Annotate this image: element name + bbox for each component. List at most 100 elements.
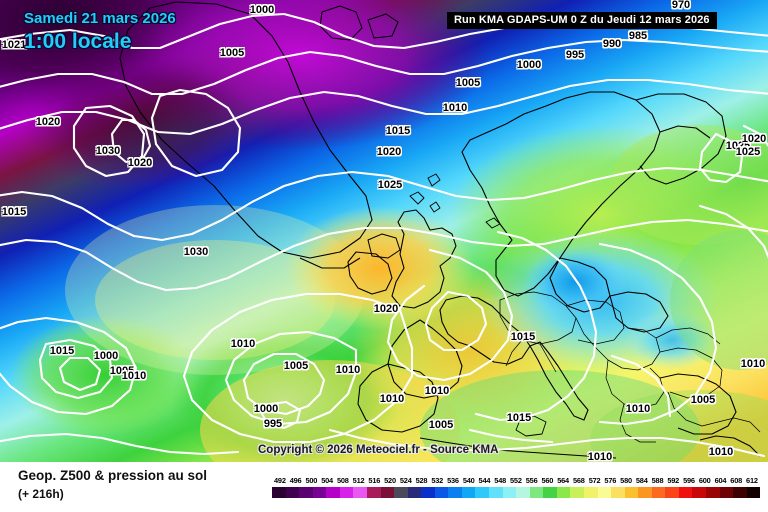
color-scale-tick: 532 <box>431 476 444 485</box>
map-svg <box>0 0 768 462</box>
color-scale-tick: 520 <box>384 476 396 485</box>
isobar-label: 1025 <box>735 146 761 158</box>
color-scale-swatch <box>651 487 666 498</box>
isobar-label: 1005 <box>455 77 481 89</box>
isobar-label: 1015 <box>510 331 536 343</box>
field-caption: Geop. Z500 & pression au sol <box>18 468 208 483</box>
color-scale-swatch <box>733 487 747 498</box>
color-scale-swatch <box>665 487 679 498</box>
color-scale-tick: 612 <box>746 476 758 485</box>
color-scale-swatch <box>719 487 734 498</box>
isobar-label: 1010 <box>121 370 147 382</box>
isobar-label: 1010 <box>424 385 450 397</box>
color-scale-swatch <box>272 487 286 498</box>
color-scale-swatch <box>583 487 598 498</box>
isobar-label: 1010 <box>708 446 734 458</box>
color-scale-tick: 492 <box>274 476 286 485</box>
color-scale-tick: 548 <box>494 476 507 485</box>
color-scale-tick: 524 <box>399 476 412 485</box>
isobar-label: 1025 <box>377 179 403 191</box>
isobar-label: 1020 <box>741 133 767 145</box>
color-scale-swatch <box>692 487 706 498</box>
isobar-label: 1010 <box>335 364 361 376</box>
color-scale-tick: 504 <box>321 476 333 485</box>
color-scale-tick: 500 <box>305 476 318 485</box>
isobar-label: 1021 <box>1 39 27 51</box>
color-scale-tick: 516 <box>368 476 381 485</box>
color-scale-tick: 536 <box>447 476 459 485</box>
color-scale-swatch <box>285 487 300 498</box>
color-scale-swatch <box>475 487 489 498</box>
isobar-label: 1015 <box>49 345 75 357</box>
weather-map-canvas[interactable]: Samedi 21 mars 2026 1:00 locale Run KMA … <box>0 0 768 462</box>
color-scale-swatch <box>746 487 761 498</box>
color-scale-tick: 496 <box>289 476 302 485</box>
color-scale-tick: 508 <box>336 476 349 485</box>
isobar-label: 1010 <box>587 451 613 462</box>
color-scale-swatch <box>516 487 530 498</box>
color-scale-tick: 604 <box>714 476 727 485</box>
color-scale-swatch <box>556 487 571 498</box>
isobar-label: 995 <box>565 49 585 61</box>
coastline-layer <box>119 1 761 459</box>
color-scale-swatch <box>638 487 652 498</box>
color-scale-tick: 580 <box>620 476 632 485</box>
color-scale-tick: 568 <box>572 476 585 485</box>
color-scale-swatch <box>597 487 612 498</box>
color-scale-tick: 588 <box>651 476 664 485</box>
isobar-label: 1010 <box>230 338 256 350</box>
isobar-label: 1015 <box>506 412 532 424</box>
color-scale-tick: 592 <box>667 476 680 485</box>
color-scale[interactable]: 492 496 500 504 508 512 516 520 524 528 532 536 540 5… <box>272 476 761 498</box>
color-scale-tick: 608 <box>730 476 743 485</box>
isobar-label: 1020 <box>35 116 61 128</box>
color-scale-swatch <box>421 487 435 498</box>
color-scale-swatch <box>366 487 381 498</box>
color-scale-ticks: 492 496 500 504 508 512 516 520 524 528 532 536 540 5… <box>272 476 760 487</box>
color-scale-tick: 540 <box>462 476 475 485</box>
color-scale-tick: 552 <box>510 476 522 485</box>
color-scale-tick: 564 <box>557 476 569 485</box>
color-scale-tick: 560 <box>541 476 554 485</box>
color-scale-swatch <box>529 487 544 498</box>
isobar-label: 1005 <box>690 394 716 406</box>
color-scale-swatch <box>380 487 395 498</box>
color-scale-tick: 544 <box>478 476 491 485</box>
isobar-label: 1030 <box>183 246 209 258</box>
color-scale-swatch <box>706 487 720 498</box>
color-scale-swatch <box>461 487 476 498</box>
isobar-label: 1030 <box>95 145 121 157</box>
forecast-step-label: (+ 216h) <box>18 487 64 501</box>
model-run-label: Run KMA GDAPS-UM 0 Z du Jeudi 12 mars 20… <box>447 12 717 29</box>
color-scale-swatch <box>339 487 354 498</box>
color-scale-tick: 556 <box>525 476 538 485</box>
color-scale-tick: 572 <box>588 476 601 485</box>
color-scale-swatch <box>326 487 340 498</box>
isobar-label: 985 <box>628 30 648 42</box>
color-scale-swatch <box>394 487 408 498</box>
isobar-label: 1015 <box>385 125 411 137</box>
color-scale-swatch <box>678 487 693 498</box>
color-scale-swatch <box>543 487 557 498</box>
map-time-label: 1:00 locale <box>24 30 132 53</box>
isobar-label: 1000 <box>249 4 275 16</box>
color-scale-tick: 600 <box>698 476 711 485</box>
isobar-label: 1010 <box>740 358 766 370</box>
color-scale-tick: 596 <box>683 476 695 485</box>
color-scale-swatch <box>312 487 327 498</box>
isobar-label: 1025 <box>725 140 751 152</box>
isobar-label: 1015 <box>1 206 27 218</box>
color-scale-swatch <box>353 487 367 498</box>
isobar-label: 1020 <box>376 146 402 158</box>
isobar-label: 1005 <box>219 47 245 59</box>
isobar-label: 1005 <box>109 365 135 377</box>
isobar-label: 970 <box>671 0 691 11</box>
color-scale-swatch <box>489 487 503 498</box>
isobar-label: 1005 <box>428 419 454 431</box>
color-scale-swatch <box>434 487 449 498</box>
color-scale-tick: 576 <box>604 476 617 485</box>
color-scale-swatch <box>407 487 422 498</box>
color-scale-tick: 528 <box>415 476 428 485</box>
color-scale-tick: 584 <box>635 476 648 485</box>
